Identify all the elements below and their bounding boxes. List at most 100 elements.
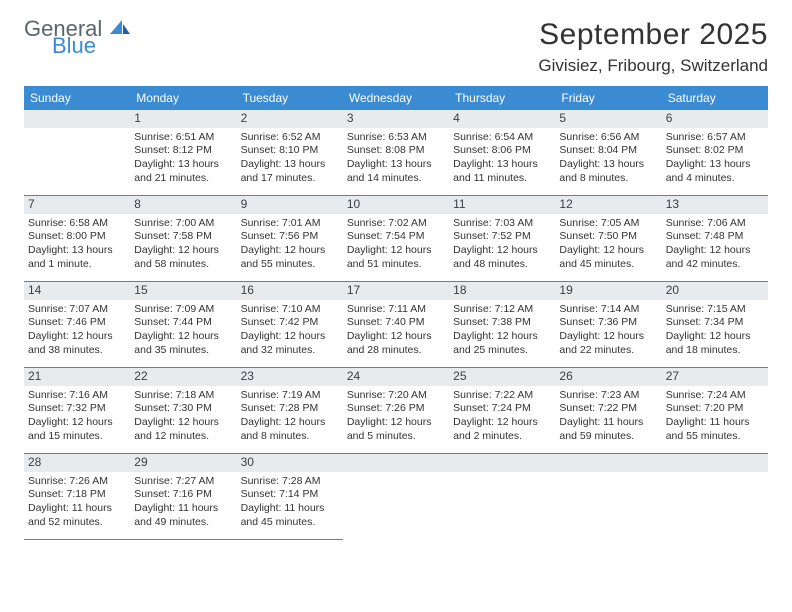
calendar-cell: 24Sunrise: 7:20 AMSunset: 7:26 PMDayligh… xyxy=(343,368,449,454)
calendar-cell: 14Sunrise: 7:07 AMSunset: 7:46 PMDayligh… xyxy=(24,282,130,368)
sunrise-text: Sunrise: 7:10 AM xyxy=(241,303,339,317)
calendar-cell: 15Sunrise: 7:09 AMSunset: 7:44 PMDayligh… xyxy=(130,282,236,368)
daylight-text: Daylight: 12 hours and 32 minutes. xyxy=(241,330,339,357)
day-number: 13 xyxy=(662,196,768,214)
sunset-text: Sunset: 8:04 PM xyxy=(559,144,657,158)
sunset-text: Sunset: 7:44 PM xyxy=(134,316,232,330)
day-number: 1 xyxy=(130,110,236,128)
daylight-text: Daylight: 12 hours and 2 minutes. xyxy=(453,416,551,443)
sunrise-text: Sunrise: 7:23 AM xyxy=(559,389,657,403)
day-number: 8 xyxy=(130,196,236,214)
calendar-cell: 30Sunrise: 7:28 AMSunset: 7:14 PMDayligh… xyxy=(237,454,343,540)
calendar-cell: 21Sunrise: 7:16 AMSunset: 7:32 PMDayligh… xyxy=(24,368,130,454)
calendar-cell: 11Sunrise: 7:03 AMSunset: 7:52 PMDayligh… xyxy=(449,196,555,282)
daylight-text: Daylight: 11 hours and 55 minutes. xyxy=(666,416,764,443)
day-number: 4 xyxy=(449,110,555,128)
calendar-cell: 29Sunrise: 7:27 AMSunset: 7:16 PMDayligh… xyxy=(130,454,236,540)
day-number: 26 xyxy=(555,368,661,386)
day-header: Thursday xyxy=(449,86,555,110)
day-number: 7 xyxy=(24,196,130,214)
daylight-text: Daylight: 13 hours and 11 minutes. xyxy=(453,158,551,185)
brand-line2: Blue xyxy=(52,36,132,57)
daylight-text: Daylight: 12 hours and 55 minutes. xyxy=(241,244,339,271)
sunrise-text: Sunrise: 7:20 AM xyxy=(347,389,445,403)
sunrise-text: Sunrise: 7:16 AM xyxy=(28,389,126,403)
sunset-text: Sunset: 7:28 PM xyxy=(241,402,339,416)
day-number: 27 xyxy=(662,368,768,386)
header: General Blue September 2025 Givisiez, Fr… xyxy=(24,18,768,76)
calendar-cell xyxy=(449,454,555,540)
calendar-cell xyxy=(662,454,768,540)
sunset-text: Sunset: 7:56 PM xyxy=(241,230,339,244)
calendar-cell: 13Sunrise: 7:06 AMSunset: 7:48 PMDayligh… xyxy=(662,196,768,282)
day-number: 19 xyxy=(555,282,661,300)
daylight-text: Daylight: 13 hours and 4 minutes. xyxy=(666,158,764,185)
daylight-text: Daylight: 12 hours and 48 minutes. xyxy=(453,244,551,271)
daylight-text: Daylight: 13 hours and 1 minute. xyxy=(28,244,126,271)
day-number: 17 xyxy=(343,282,449,300)
daylight-text: Daylight: 13 hours and 21 minutes. xyxy=(134,158,232,185)
sunset-text: Sunset: 7:36 PM xyxy=(559,316,657,330)
calendar-cell: 1 Sunrise: 6:51 AMSunset: 8:12 PMDaylight… xyxy=(130,110,236,196)
daylight-text: Daylight: 12 hours and 15 minutes. xyxy=(28,416,126,443)
sunrise-text: Sunrise: 6:57 AM xyxy=(666,131,764,145)
daylight-text: Daylight: 12 hours and 28 minutes. xyxy=(347,330,445,357)
calendar-cell: 7Sunrise: 6:58 AMSunset: 8:00 PMDaylight… xyxy=(24,196,130,282)
daylight-text: Daylight: 13 hours and 17 minutes. xyxy=(241,158,339,185)
sunset-text: Sunset: 7:16 PM xyxy=(134,488,232,502)
daylight-text: Daylight: 12 hours and 42 minutes. xyxy=(666,244,764,271)
day-number: 21 xyxy=(24,368,130,386)
sunrise-text: Sunrise: 7:26 AM xyxy=(28,475,126,489)
brand-logo: General Blue xyxy=(24,18,132,57)
daylight-text: Daylight: 12 hours and 25 minutes. xyxy=(453,330,551,357)
sunrise-text: Sunrise: 6:51 AM xyxy=(134,131,232,145)
day-number: 25 xyxy=(449,368,555,386)
calendar-cell: 16 Sunrise: 7:10 AMSunset: 7:42 PMDayligh… xyxy=(237,282,343,368)
daylight-text: Daylight: 12 hours and 58 minutes. xyxy=(134,244,232,271)
day-header: Friday xyxy=(555,86,661,110)
calendar-cell: 28Sunrise: 7:26 AMSunset: 7:18 PMDayligh… xyxy=(24,454,130,540)
daylight-text: Daylight: 12 hours and 51 minutes. xyxy=(347,244,445,271)
day-header: Tuesday xyxy=(237,86,343,110)
daylight-text: Daylight: 12 hours and 22 minutes. xyxy=(559,330,657,357)
day-number: 18 xyxy=(449,282,555,300)
day-number: 16 xyxy=(237,282,343,300)
day-number: 22 xyxy=(130,368,236,386)
location-text: Givisiez, Fribourg, Switzerland xyxy=(538,56,768,76)
sunset-text: Sunset: 7:58 PM xyxy=(134,230,232,244)
sunset-text: Sunset: 7:24 PM xyxy=(453,402,551,416)
calendar-cell xyxy=(343,454,449,540)
sunset-text: Sunset: 7:54 PM xyxy=(347,230,445,244)
sunset-text: Sunset: 7:20 PM xyxy=(666,402,764,416)
calendar-cell: 10Sunrise: 7:02 AMSunset: 7:54 PMDayligh… xyxy=(343,196,449,282)
day-number: 11 xyxy=(449,196,555,214)
sunset-text: Sunset: 8:08 PM xyxy=(347,144,445,158)
daylight-text: Daylight: 11 hours and 59 minutes. xyxy=(559,416,657,443)
sunrise-text: Sunrise: 7:12 AM xyxy=(453,303,551,317)
sunset-text: Sunset: 8:02 PM xyxy=(666,144,764,158)
sunrise-text: Sunrise: 7:28 AM xyxy=(241,475,339,489)
daylight-text: Daylight: 13 hours and 8 minutes. xyxy=(559,158,657,185)
sunrise-text: Sunrise: 7:19 AM xyxy=(241,389,339,403)
calendar-cell xyxy=(555,454,661,540)
sunset-text: Sunset: 7:38 PM xyxy=(453,316,551,330)
calendar-cell: 3Sunrise: 6:53 AMSunset: 8:08 PMDaylight… xyxy=(343,110,449,196)
calendar-cell: 23Sunrise: 7:19 AMSunset: 7:28 PMDayligh… xyxy=(237,368,343,454)
sunset-text: Sunset: 8:12 PM xyxy=(134,144,232,158)
sunset-text: Sunset: 7:40 PM xyxy=(347,316,445,330)
calendar-cell xyxy=(24,110,130,196)
daylight-text: Daylight: 11 hours and 45 minutes. xyxy=(241,502,339,529)
day-header: Monday xyxy=(130,86,236,110)
calendar-grid: SundayMondayTuesdayWednesdayThursdayFrid… xyxy=(24,86,768,540)
day-header: Saturday xyxy=(662,86,768,110)
sunrise-text: Sunrise: 6:54 AM xyxy=(453,131,551,145)
sunrise-text: Sunrise: 7:00 AM xyxy=(134,217,232,231)
sunrise-text: Sunrise: 6:56 AM xyxy=(559,131,657,145)
calendar-cell: 18 Sunrise: 7:12 AMSunset: 7:38 PMDayligh… xyxy=(449,282,555,368)
calendar-cell: 12Sunrise: 7:05 AMSunset: 7:50 PMDayligh… xyxy=(555,196,661,282)
sunset-text: Sunset: 7:46 PM xyxy=(28,316,126,330)
sunrise-text: Sunrise: 6:53 AM xyxy=(347,131,445,145)
calendar-cell: 26Sunrise: 7:23 AMSunset: 7:22 PMDayligh… xyxy=(555,368,661,454)
daylight-text: Daylight: 12 hours and 35 minutes. xyxy=(134,330,232,357)
sunset-text: Sunset: 7:42 PM xyxy=(241,316,339,330)
